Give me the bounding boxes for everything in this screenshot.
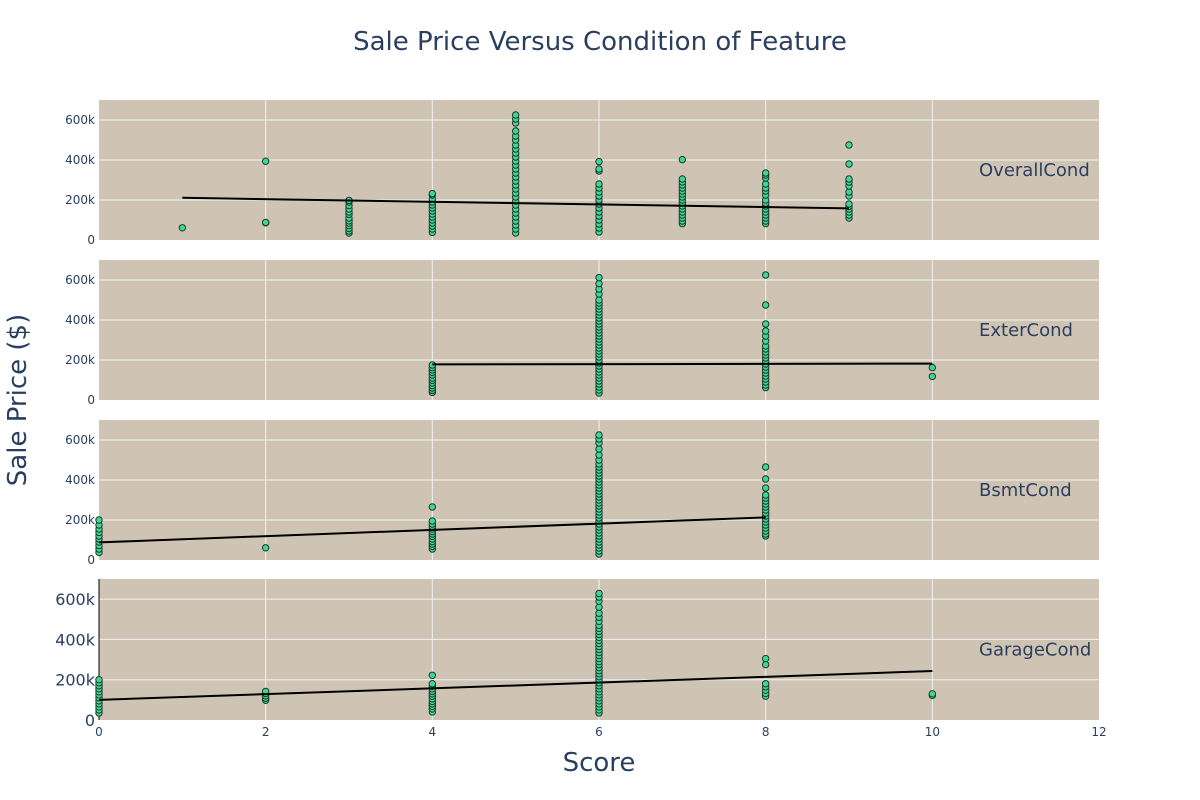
panel-garagecond: 0 200k 400k 600k GarageCond (55, 579, 1099, 730)
trend-line (182, 196, 850, 210)
data-point (928, 690, 937, 698)
y-tick-label: 400k (65, 153, 95, 167)
data-point (595, 451, 603, 459)
data-point (595, 431, 603, 439)
y-tick-label: 600k (65, 433, 95, 447)
data-point (761, 680, 770, 688)
data-point (511, 127, 520, 135)
data-point (595, 180, 603, 188)
data-point (595, 165, 603, 173)
data-point (261, 544, 270, 552)
panels-layer: 0 200k 400k 600k OverallCond 0 200k 400k 600k Ext… (55, 100, 1107, 739)
x-tick-label: 0 (95, 725, 103, 739)
data-point (761, 463, 770, 471)
panel-label: GarageCond (979, 640, 1091, 661)
data-point (761, 169, 770, 177)
data-point (845, 141, 853, 149)
data-point (845, 188, 853, 196)
data-point (845, 175, 853, 183)
data-point (761, 660, 770, 669)
data-point (428, 503, 437, 511)
panel-label: ExterCond (979, 320, 1073, 341)
y-tick-label: 400k (55, 630, 96, 649)
data-point (428, 517, 437, 525)
panel-label: BsmtCond (979, 480, 1072, 501)
data-point (678, 175, 687, 183)
panel-extercond: 0 200k 400k 600k ExterCond (65, 260, 1099, 407)
data-point (928, 372, 937, 381)
data-point (761, 491, 770, 499)
x-tick-label: 10 (925, 725, 940, 739)
data-point (595, 609, 603, 617)
data-point (428, 671, 437, 679)
data-point (845, 200, 853, 208)
y-tick-label: 600k (55, 590, 96, 609)
data-point (428, 189, 437, 198)
data-point (761, 301, 770, 309)
x-tick-label: 6 (595, 725, 603, 739)
trend-line (432, 362, 933, 366)
data-point (761, 327, 770, 335)
panel-bsmtcond: 0 200k 400k 600k BsmtCond (65, 420, 1099, 567)
trend-line (98, 516, 766, 544)
data-point (761, 180, 770, 188)
data-point (95, 516, 103, 524)
x-tick-label: 8 (762, 725, 770, 739)
data-point (761, 320, 770, 328)
x-tick-label: 2 (262, 725, 270, 739)
data-point (761, 654, 770, 663)
y-tick-label: 0 (85, 711, 95, 730)
x-tick-label: 12 (1091, 725, 1106, 739)
data-point (595, 589, 603, 598)
x-tick-label: 4 (429, 725, 437, 739)
data-point (178, 224, 187, 232)
data-point (595, 296, 603, 304)
y-tick-label: 200k (65, 353, 95, 367)
data-point (95, 676, 103, 684)
y-tick-label: 0 (87, 393, 95, 407)
trend-line (98, 670, 933, 701)
data-point (761, 475, 770, 483)
y-tick-label: 200k (55, 671, 96, 690)
x-axis-title: Score (563, 748, 636, 778)
y-tick-label: 400k (65, 473, 95, 487)
y-axis-title: Sale Price ($) (3, 314, 33, 486)
data-point (261, 157, 270, 165)
data-point (595, 273, 603, 282)
data-point (261, 218, 270, 227)
data-point (511, 111, 520, 119)
data-point (595, 279, 603, 288)
chart-title: Sale Price Versus Condition of Feature (353, 27, 847, 57)
data-point (595, 445, 603, 453)
data-point (928, 363, 937, 372)
y-tick-label: 0 (87, 553, 95, 567)
y-tick-label: 600k (65, 273, 95, 287)
panel-overallcond: 0 200k 400k 600k OverallCond (65, 100, 1099, 247)
data-point (678, 155, 687, 164)
panel-label: OverallCond (979, 160, 1090, 181)
data-point (761, 484, 770, 492)
y-tick-label: 400k (65, 313, 95, 327)
y-tick-label: 200k (65, 193, 95, 207)
data-point (845, 160, 853, 168)
y-tick-label: 600k (65, 113, 95, 127)
y-tick-label: 0 (87, 233, 95, 247)
y-tick-label: 200k (65, 513, 95, 527)
data-point (595, 157, 603, 166)
data-point (428, 680, 437, 688)
data-point (761, 271, 770, 279)
data-point (595, 603, 603, 611)
